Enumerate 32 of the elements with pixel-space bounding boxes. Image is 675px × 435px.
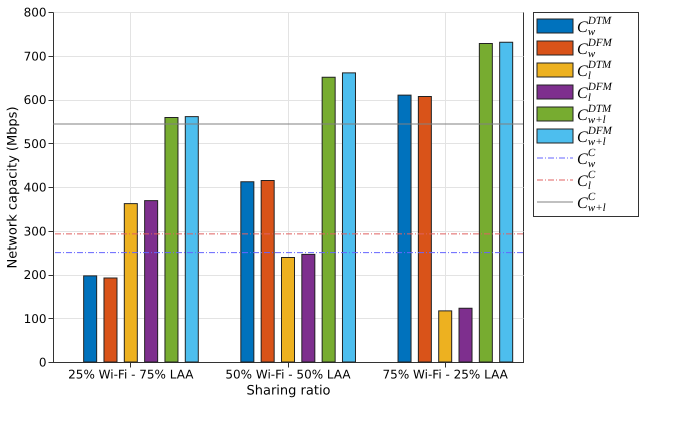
bar bbox=[103, 278, 118, 362]
bar bbox=[458, 308, 473, 362]
y-tick-label: 300 bbox=[24, 224, 46, 238]
bar bbox=[478, 43, 493, 362]
bar bbox=[164, 116, 178, 362]
x-tick-label: 50% Wi-Fi - 50% LAA bbox=[225, 368, 352, 382]
y-tick-label: 500 bbox=[24, 136, 46, 151]
bar bbox=[418, 96, 432, 362]
bar bbox=[280, 256, 296, 362]
y-tick-label: 0 bbox=[38, 356, 46, 370]
x-axis-title: Sharing ratio bbox=[246, 384, 331, 398]
y-tick-label: 100 bbox=[24, 312, 46, 326]
bar bbox=[342, 72, 356, 362]
bar bbox=[499, 42, 514, 362]
bar bbox=[124, 203, 138, 362]
bar bbox=[83, 275, 98, 362]
y-tick-label: 800 bbox=[24, 6, 46, 20]
y-tick-label: 200 bbox=[24, 268, 46, 282]
bar bbox=[184, 116, 199, 362]
bar bbox=[301, 254, 316, 362]
bar bbox=[144, 200, 158, 362]
y-tick-label: 400 bbox=[24, 180, 46, 194]
bar bbox=[398, 94, 412, 362]
bar bbox=[322, 76, 336, 362]
y-tick-label: 700 bbox=[24, 49, 46, 64]
bar bbox=[240, 181, 254, 362]
bar bbox=[260, 180, 275, 362]
y-axis-title: Network capacity (Mbps) bbox=[6, 106, 21, 269]
x-tick-label: 25% Wi-Fi - 75% LAA bbox=[68, 368, 194, 382]
x-tick-label: 75% Wi-Fi - 25% LAA bbox=[382, 368, 509, 382]
bar bbox=[438, 310, 452, 362]
y-tick-label: 600 bbox=[24, 93, 46, 107]
